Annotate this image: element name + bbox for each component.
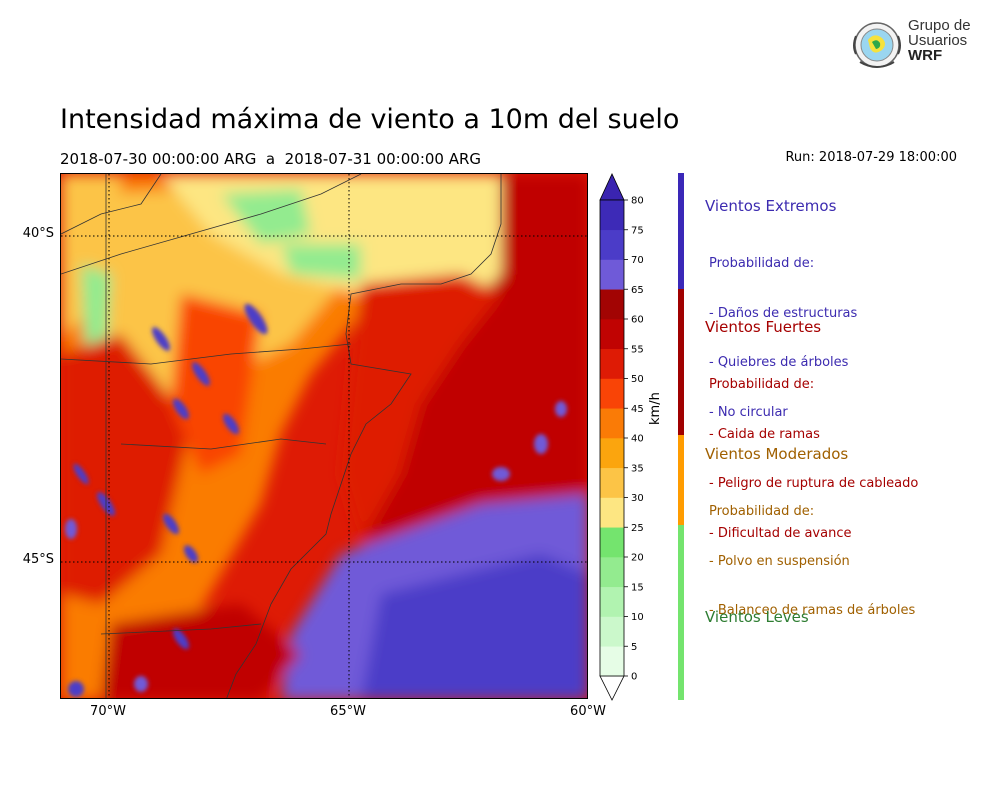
desc-line: Probabilidad de: (709, 256, 815, 271)
desc-line: - Quiebres de árboles (709, 355, 849, 370)
wind-map-svg (61, 174, 587, 698)
colorbar-bin (600, 467, 624, 498)
lon-label-65w: 65°W (330, 704, 366, 719)
colorbar-tick-label: 80 (631, 196, 644, 207)
logo-line-2: Usuarios (908, 32, 968, 49)
colorbar: 0 5 10 15 20 25 30 35 40 45 50 55 60 65 70 75 80 (599, 173, 644, 701)
colorbar-tick-label: 75 (631, 225, 644, 236)
colorbar-tick-label: 65 (631, 285, 644, 296)
colorbar-tick-label: 60 (631, 315, 644, 326)
logo-line-3: WRF (908, 47, 943, 64)
category-bar-extreme (678, 173, 684, 289)
desc-line: - Daños de estructuras (709, 305, 858, 321)
desc-line: - No circular (709, 404, 788, 420)
colorbar-tick-label: 50 (631, 374, 644, 385)
category-title-moderate: Vientos Moderados (705, 445, 849, 463)
colorbar-bin (600, 557, 624, 588)
colorbar-bin (600, 438, 624, 469)
category-bar-strong (678, 289, 684, 435)
category-desc-strong: Probabilidad de: - Caida de ramas - Peli… (709, 344, 918, 559)
category-title-extreme: Vientos Extremos (705, 197, 837, 215)
desc-line: - Polvo en suspensión (709, 553, 850, 569)
colorbar-extend-high (599, 173, 625, 201)
coastlines (61, 174, 502, 698)
desc-line: - Balanceo de ramas de árboles (709, 603, 916, 618)
colorbar-unit: km/h (648, 392, 663, 425)
desc-line: - Dificultad de avance (709, 525, 852, 541)
desc-line: - Peligro de ruptura de cableado (709, 476, 919, 491)
wrf-logo-icon (853, 22, 901, 68)
colorbar-extend-low (599, 675, 625, 701)
graticule (61, 174, 587, 698)
category-title-strong: Vientos Fuertes (705, 318, 822, 336)
lon-label-60w: 60°W (570, 704, 606, 719)
category-title-light: Vientos Leves (705, 608, 809, 626)
extreme-wind-patches (65, 303, 567, 697)
logo-text: Grupo de Usuarios WRF (908, 18, 971, 63)
colorbar-bin (600, 586, 624, 617)
colorbar-bin (600, 200, 624, 231)
lat-label-40s: 40°S (22, 226, 54, 241)
category-bar-moderate (678, 435, 684, 525)
colorbar-bin (600, 229, 624, 260)
colorbar-tick-label: 25 (631, 523, 644, 534)
colorbar-tick-label: 70 (631, 255, 644, 266)
lon-label-70w: 70°W (90, 704, 126, 719)
colorbar-tick-label: 40 (631, 434, 644, 445)
colorbar-bin (600, 259, 624, 290)
colorbar-bin (600, 646, 624, 677)
map-title: Intensidad máxima de viento a 10m del su… (60, 104, 680, 135)
lat-label-45s: 45°S (22, 552, 54, 567)
category-bar-light (678, 525, 684, 700)
wind-map (60, 173, 588, 699)
colorbar-tick-label: 30 (631, 493, 644, 504)
colorbar-tick-label: 0 (631, 672, 637, 683)
colorbar-bin (600, 527, 624, 558)
colorbar-bin (600, 497, 624, 528)
colorbar-tick-label: 20 (631, 553, 644, 564)
colorbar-bin (600, 319, 624, 350)
desc-line: Probabilidad de: (709, 504, 815, 519)
colorbar-bin (600, 289, 624, 320)
colorbar-tick-label: 15 (631, 582, 644, 593)
colorbar-tick-label: 45 (631, 404, 644, 415)
colorbar-bin (600, 616, 624, 647)
valid-period: 2018-07-30 00:00:00 ARG a 2018-07-31 00:… (60, 150, 482, 168)
colorbar-tick-label: 35 (631, 463, 644, 474)
desc-line: - Caida de ramas (709, 426, 820, 442)
logo-line-1: Grupo de (908, 17, 971, 34)
category-desc-moderate: Probabilidad de: - Polvo en suspensión -… (709, 471, 915, 636)
colorbar-tick-label: 5 (631, 642, 637, 653)
colorbar-tick-label: 55 (631, 344, 644, 355)
colorbar-bin (600, 408, 624, 439)
colorbar-tick-label: 10 (631, 612, 644, 623)
colorbar-bin (600, 378, 624, 409)
run-time: Run: 2018-07-29 18:00:00 (785, 150, 957, 165)
desc-line: Probabilidad de: (709, 377, 815, 392)
category-desc-extreme: Probabilidad de: - Daños de estructuras … (709, 223, 857, 438)
colorbar-bin (600, 348, 624, 379)
